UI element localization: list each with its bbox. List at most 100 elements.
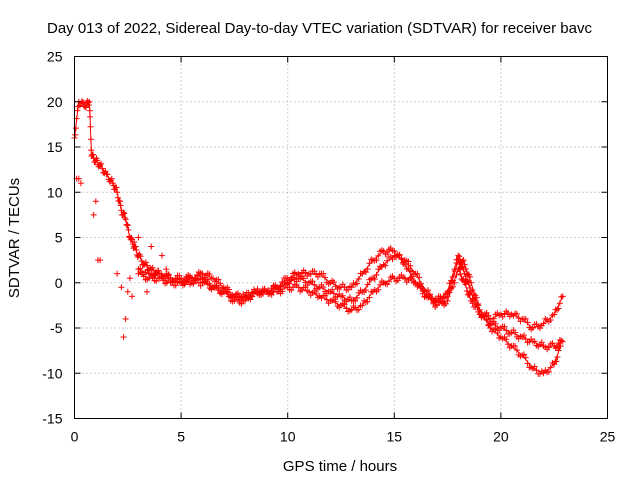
data-point: [492, 320, 499, 327]
data-point: [300, 275, 307, 282]
data-point: [87, 136, 94, 143]
data-point: [476, 306, 483, 313]
data-point: [236, 292, 243, 299]
data-point: [455, 257, 462, 264]
data-point: [442, 300, 449, 307]
data-point: [405, 258, 412, 265]
data-point: [505, 341, 512, 348]
y-tick-label: -15: [42, 411, 62, 427]
data-point: [503, 336, 510, 343]
data-point: [547, 364, 554, 371]
data-point: [469, 300, 476, 307]
data-point: [133, 246, 140, 253]
data-point: [490, 315, 497, 322]
data-point: [113, 184, 120, 191]
data-point: [531, 338, 538, 345]
data-point: [417, 283, 424, 290]
data-point: [366, 294, 373, 301]
x-axis-label: GPS time / hours: [283, 458, 397, 475]
data-point: [197, 282, 204, 289]
data-point: [108, 175, 115, 182]
data-point: [554, 306, 561, 313]
data-point: [364, 266, 371, 273]
data-point: [463, 287, 470, 294]
y-tick-label: 10: [47, 184, 63, 200]
data-point: [97, 162, 104, 169]
data-point: [117, 202, 124, 209]
data-point: [89, 151, 96, 158]
data-point: [555, 305, 562, 312]
data-point: [466, 273, 473, 280]
data-point: [306, 288, 313, 295]
data-point: [460, 257, 467, 264]
data-point: [552, 345, 559, 352]
y-tick-label: 0: [55, 275, 63, 291]
data-point: [339, 292, 346, 299]
data-point: [384, 249, 391, 256]
data-point: [371, 276, 378, 283]
data-point: [94, 157, 101, 164]
data-point: [414, 270, 421, 277]
data-point: [503, 327, 510, 334]
data-point: [343, 305, 350, 312]
data-point: [456, 265, 463, 272]
data-point: [90, 211, 97, 218]
data-point: [425, 287, 432, 294]
data-point: [419, 288, 426, 295]
data-point: [520, 332, 527, 339]
data-point: [138, 258, 145, 265]
data-point: [143, 288, 150, 295]
data-point: [472, 297, 479, 304]
data-point: [512, 329, 519, 336]
data-point: [313, 290, 320, 297]
data-point: [377, 281, 384, 288]
data-point: [355, 275, 362, 282]
data-point: [341, 283, 348, 290]
data-point: [505, 309, 512, 316]
data-point: [362, 269, 369, 276]
data-point: [227, 291, 234, 298]
data-point: [307, 271, 314, 278]
data-point: [114, 194, 121, 201]
data-point: [396, 252, 403, 259]
data-point: [384, 257, 391, 264]
data-point: [320, 270, 327, 277]
x-tick-label: 20: [493, 429, 509, 445]
data-point: [394, 277, 401, 284]
data-point: [449, 283, 456, 290]
data-point: [330, 279, 337, 286]
data-point: [531, 363, 538, 370]
data-point: [466, 291, 473, 298]
data-point: [249, 293, 256, 300]
data-point: [215, 287, 222, 294]
data-point: [277, 283, 284, 290]
data-point: [398, 256, 405, 263]
data-point: [551, 311, 558, 318]
data-point: [139, 261, 146, 268]
data-point: [132, 243, 139, 250]
y-tick-label: 5: [55, 230, 63, 246]
data-point: [135, 234, 142, 241]
y-tick-label: -10: [42, 365, 62, 381]
data-point: [348, 284, 355, 291]
data-point: [522, 315, 529, 322]
data-point: [559, 293, 566, 300]
x-tick-label: 5: [177, 429, 185, 445]
data-point: [137, 253, 144, 260]
data-point: [215, 276, 222, 283]
data-point: [322, 292, 329, 299]
data-point: [375, 252, 382, 259]
data-point: [311, 281, 318, 288]
data-point: [533, 367, 540, 374]
data-point: [366, 260, 373, 267]
data-point: [314, 273, 321, 280]
data-point: [82, 103, 89, 110]
data-point: [153, 278, 160, 285]
data-point: [382, 262, 389, 269]
data-point: [522, 336, 529, 343]
data-point: [97, 257, 104, 264]
data-point: [475, 302, 482, 309]
series-scatter-outliers: [73, 175, 170, 341]
data-point: [460, 275, 467, 282]
data-point: [288, 287, 295, 294]
